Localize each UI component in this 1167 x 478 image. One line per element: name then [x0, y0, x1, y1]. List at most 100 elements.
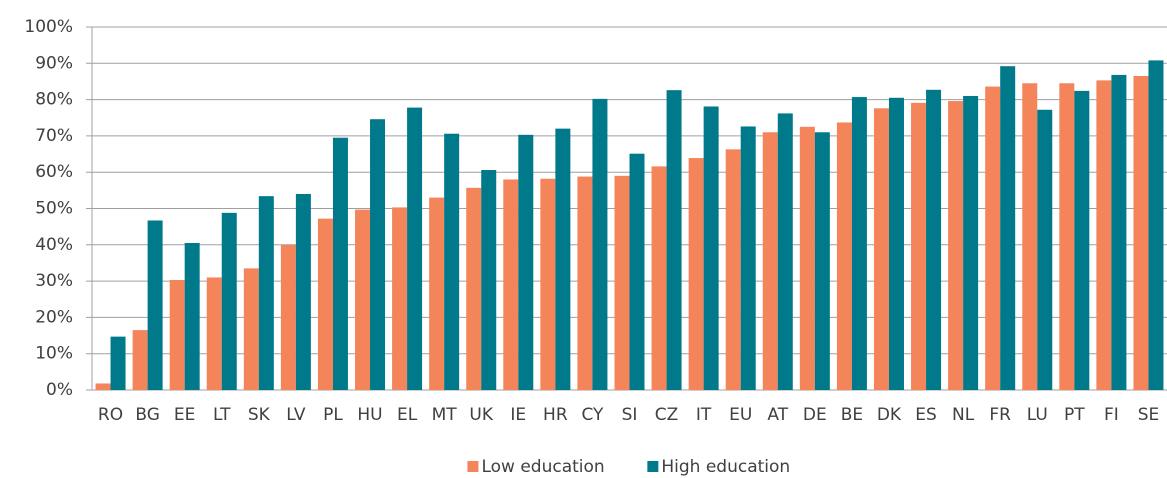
x-tick-label: FR	[989, 405, 1011, 425]
bar	[762, 132, 778, 390]
bar	[355, 209, 371, 390]
bar	[317, 218, 333, 390]
x-tick-label: UK	[469, 405, 493, 425]
x-tick-label: SE	[1138, 405, 1160, 425]
y-tick-label: 60%	[35, 162, 73, 182]
bar	[963, 95, 979, 390]
y-tick-label: 20%	[35, 307, 73, 327]
bar	[1074, 90, 1090, 390]
bar	[95, 383, 111, 390]
x-tick-label: CZ	[655, 405, 679, 425]
x-tick-label: BG	[135, 405, 160, 425]
bar	[1059, 83, 1075, 390]
bar	[1037, 109, 1053, 390]
bar	[851, 97, 867, 391]
y-tick-label: 10%	[35, 344, 73, 364]
bar	[592, 98, 608, 391]
bar	[873, 108, 889, 390]
x-tick-label: EL	[397, 405, 418, 425]
bar	[555, 128, 571, 390]
bar	[703, 106, 719, 390]
y-tick-label: 50%	[35, 199, 73, 219]
bar	[481, 170, 497, 390]
bar	[132, 330, 148, 390]
bar	[926, 89, 942, 390]
bar	[836, 122, 852, 391]
bar	[221, 212, 237, 390]
bar	[429, 197, 445, 390]
x-tick-label: IE	[510, 405, 526, 425]
bar	[799, 126, 815, 390]
x-tick-label: EE	[174, 405, 195, 425]
x-tick-label: LT	[213, 405, 231, 425]
bar	[147, 220, 163, 390]
bar	[444, 133, 460, 391]
bar	[243, 268, 259, 390]
x-tick-label: DK	[877, 405, 902, 425]
x-tick-label: HR	[543, 405, 568, 425]
bar	[888, 97, 904, 390]
bar	[332, 137, 348, 390]
bar	[911, 102, 927, 390]
x-tick-label: AT	[767, 405, 788, 425]
bar	[392, 207, 408, 390]
bar	[725, 149, 741, 390]
x-tick-label: HU	[357, 405, 382, 425]
bar	[948, 101, 964, 390]
bar	[688, 158, 704, 390]
y-tick-label: 70%	[35, 126, 73, 146]
y-tick-label: 100%	[24, 17, 73, 37]
bar	[577, 176, 593, 390]
bar	[540, 178, 556, 390]
y-tick-label: 80%	[35, 90, 73, 110]
bar	[1148, 60, 1164, 391]
bar	[614, 175, 630, 390]
bar	[814, 132, 830, 390]
x-tick-label: MT	[432, 405, 458, 425]
x-tick-label: DE	[803, 405, 827, 425]
bar	[280, 244, 296, 390]
x-tick-label: CY	[581, 405, 604, 425]
x-tick-label: LV	[286, 405, 306, 425]
x-tick-label: PL	[323, 405, 343, 425]
bar	[1133, 76, 1149, 390]
bar	[258, 196, 274, 390]
x-tick-label: FI	[1104, 405, 1119, 425]
y-tick-label: 90%	[35, 53, 73, 73]
x-tick-label: EU	[729, 405, 752, 425]
bar	[184, 242, 200, 390]
bar	[1096, 80, 1112, 391]
bar	[1111, 74, 1127, 390]
x-tick-label: LU	[1027, 405, 1048, 425]
x-tick-label: NL	[952, 405, 975, 425]
bar	[629, 153, 645, 390]
bar	[777, 113, 793, 391]
y-tick-label: 30%	[35, 271, 73, 291]
x-tick-label: BE	[841, 405, 863, 425]
bar	[1000, 66, 1016, 390]
bar	[206, 277, 222, 390]
bar	[651, 166, 667, 390]
bar	[518, 134, 534, 390]
bar	[985, 86, 1001, 391]
x-tick-label: RO	[98, 405, 123, 425]
bar	[407, 107, 423, 390]
bar	[169, 280, 185, 390]
bar	[503, 179, 519, 390]
x-tick-label: ES	[915, 405, 937, 425]
legend-label: High education	[661, 457, 790, 477]
bar	[466, 187, 482, 390]
x-tick-label: PT	[1064, 405, 1085, 425]
bar	[295, 193, 311, 390]
legend-swatch	[467, 461, 479, 472]
bar	[740, 126, 756, 390]
legend-label: Low education	[481, 457, 604, 477]
bar	[110, 336, 126, 390]
x-tick-label: IT	[696, 405, 712, 425]
y-tick-label: 40%	[35, 235, 73, 255]
y-tick-label: 0%	[46, 380, 73, 400]
bar	[666, 90, 682, 391]
bar	[1022, 83, 1038, 390]
legend-swatch	[647, 461, 659, 472]
